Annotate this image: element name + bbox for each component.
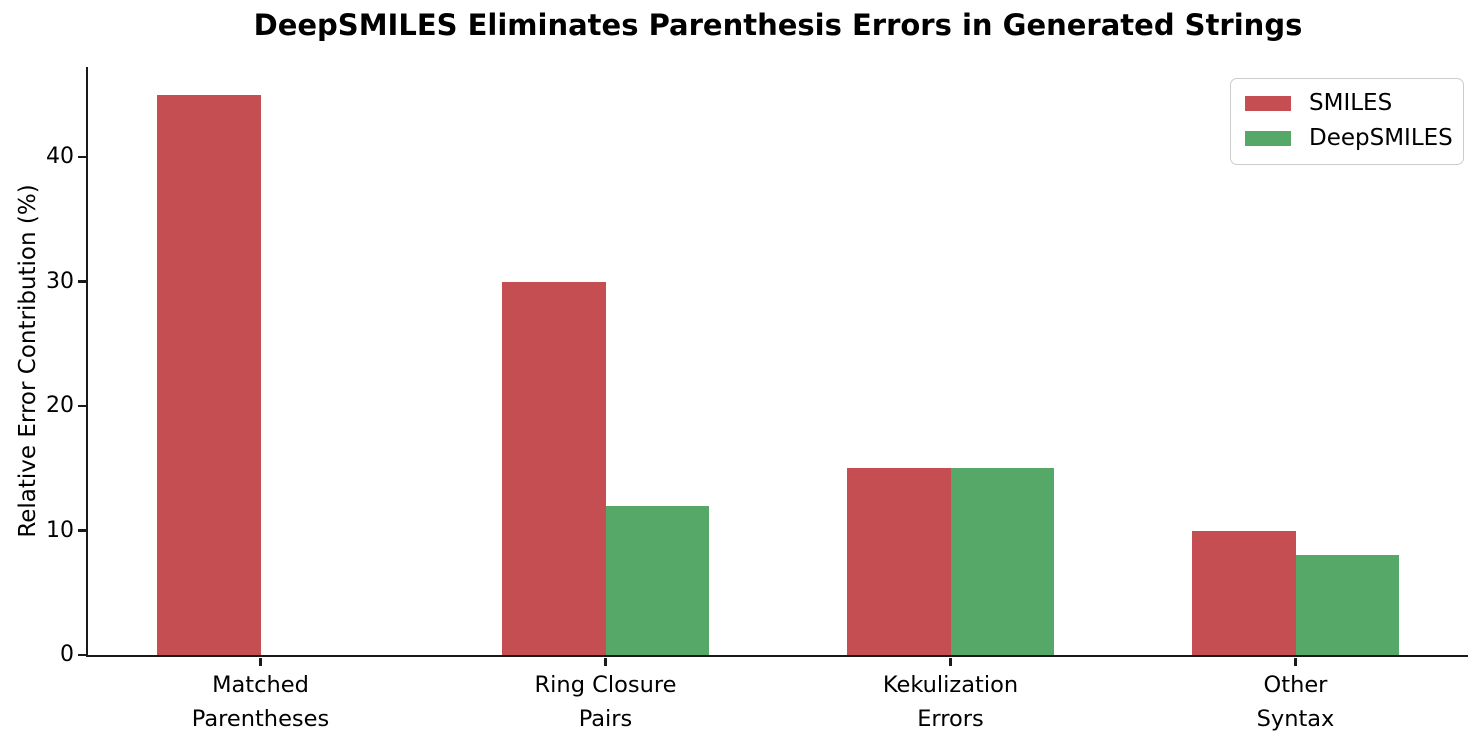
chart-title: DeepSMILES Eliminates Parenthesis Errors… (253, 8, 1303, 42)
bar-smiles-0 (157, 95, 261, 655)
y-tick-mark (77, 404, 86, 408)
legend-item: SMILES (1245, 90, 1445, 116)
x-tick-mark (949, 657, 952, 666)
x-category-label: Kekulization Errors (882, 672, 1019, 732)
legend-label: SMILES (1309, 90, 1393, 116)
y-tick-label: 40 (46, 144, 74, 170)
x-tick-mark (1294, 657, 1297, 666)
y-tick-label: 10 (46, 517, 74, 543)
x-category-label: Matched Parentheses (191, 672, 330, 732)
x-tick-mark (259, 657, 262, 666)
legend-item: DeepSMILES (1245, 125, 1453, 151)
bar-smiles-3 (1192, 530, 1296, 655)
bar-smiles-2 (847, 468, 951, 655)
bar-deepsmiles-1 (605, 505, 709, 655)
y-axis-label: Relative Error Contribution (%) (15, 184, 41, 538)
bar-smiles-1 (502, 281, 606, 655)
x-category-label: Ring Closure Pairs (534, 672, 677, 732)
y-tick-mark (77, 155, 86, 159)
y-tick-label: 20 (46, 393, 74, 419)
legend-swatch-icon (1245, 131, 1291, 147)
y-tick-mark (77, 280, 86, 283)
y-tick-mark (77, 529, 86, 532)
y-tick-mark (77, 653, 86, 657)
legend: SMILES DeepSMILES (1230, 78, 1464, 165)
plot-area: 0 10 20 30 40 Matched Parentheses Ring Closure… (46, 67, 1468, 732)
x-tick-mark (604, 657, 607, 666)
bar-deepsmiles-3 (1295, 555, 1399, 655)
y-tick-label: 30 (46, 268, 74, 294)
y-tick-label: 0 (60, 642, 74, 667)
x-category-label: Other Syntax (1256, 672, 1335, 732)
legend-swatch-icon (1245, 96, 1291, 112)
legend-label: DeepSMILES (1309, 125, 1453, 152)
bar-deepsmiles-2 (950, 468, 1054, 655)
